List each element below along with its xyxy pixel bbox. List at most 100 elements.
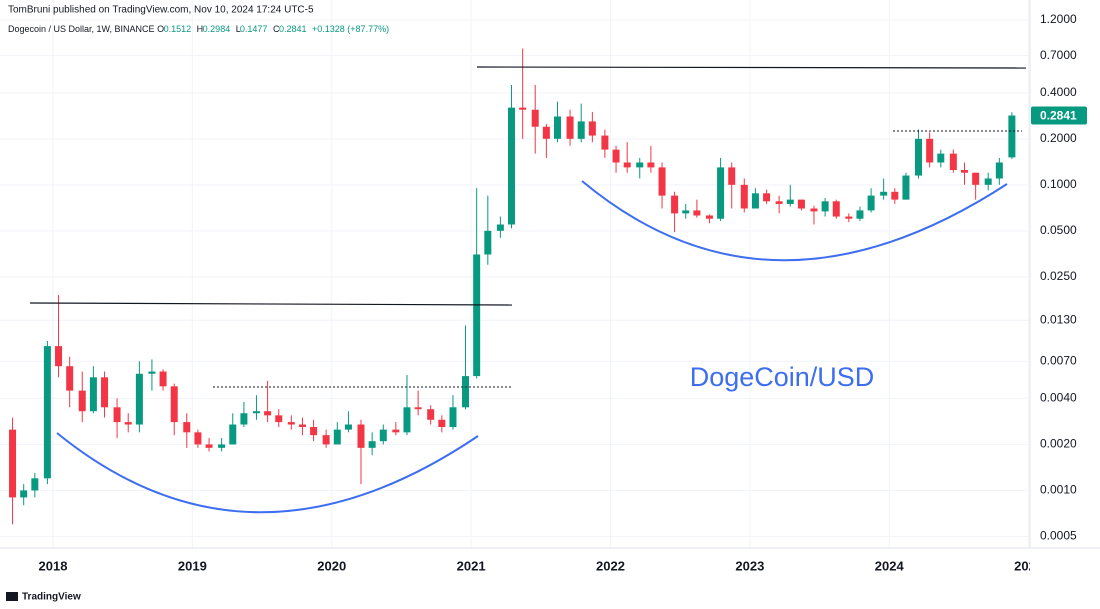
candle-body [205,444,213,448]
legend-ohlc-letter: C [273,24,280,34]
candle-body [1008,115,1016,158]
candle-body [322,435,330,445]
candle-body [542,126,550,139]
candle-body [601,135,609,150]
candle-body [113,407,121,423]
y-axis: 0.0005 0.0010 0.0020 0.0040 0.0070 0.0130 0.02… [1031,12,1087,543]
candle-body [682,210,690,214]
candle-body [740,184,748,209]
legend-ohlc-letter: O [157,24,164,34]
candle-body [867,195,875,211]
candle-body [810,208,818,212]
x-tick-label: 2022 [596,558,625,573]
y-tick-label: 0.4000 [1040,85,1077,99]
candle-body [31,478,39,491]
candle-body [183,422,191,433]
legend-ohlc-value: 0.1477 [240,24,268,34]
candle-body [240,413,248,425]
y-tick-label: 0.7000 [1040,48,1077,62]
candle-body [891,191,899,200]
x-tick-label: 2020 [317,558,346,573]
publisher: TomBruni published on TradingView.com, N… [8,5,314,16]
candle-body [845,216,853,219]
candle-body [473,254,481,377]
candle-body [379,429,387,442]
candle-body [984,178,992,185]
candle-body [20,490,28,498]
candle-body [357,424,365,448]
candle-body [832,201,840,217]
candle-body [821,201,829,212]
candle-body [170,386,178,423]
candle-body [763,193,771,202]
candle-body [101,377,109,408]
candle-body [531,109,539,127]
candle-body [124,422,132,425]
candle-body [66,366,74,391]
x-tick-label: 2024 [875,558,905,573]
candle-body [658,167,666,196]
candle-body [636,162,644,168]
candle-body [194,432,202,445]
candle-body [775,201,783,204]
candle-body [519,107,527,110]
candle-body [310,427,318,436]
candle-body [438,419,446,428]
candle-body [43,346,51,479]
legend-ohlc-letter: H [197,24,204,34]
candle-body [647,162,655,168]
rounding-bottom-curve [581,180,1008,262]
legend: Dogecoin / US Dollar, 1W, BINANCE O 0.15… [8,24,389,34]
x-tick-label: 2025 [1014,558,1043,573]
y-tick-label: 0.2000 [1040,131,1077,145]
y-tick-label: 0.0500 [1040,223,1077,237]
y-tick-label: 0.0020 [1040,437,1077,451]
candle-body [612,149,620,163]
candle-body [484,230,492,255]
candle-body [508,107,516,225]
legend-ohlc-value: 0.2984 [203,24,231,34]
footer-logo: TradingView [6,592,81,603]
candle-body [566,116,574,139]
legend-ohlc-letter: L [236,24,241,34]
candle-body [623,162,631,168]
candle-body [914,138,922,176]
y-tick-label: 0.0005 [1040,529,1077,543]
last-price-label: 0.2841 [1040,109,1077,123]
candle-body [252,411,260,414]
candle-body [671,195,679,214]
candle-body [693,210,701,216]
candle-body [229,424,237,445]
annotation: DogeCoin/USD [690,362,875,392]
candle-body [496,224,504,231]
grid [0,0,1030,548]
x-tick-label: 2023 [735,558,764,573]
legend-ohlc-value: 0.2841 [279,24,307,34]
candle-body [344,424,352,430]
candle-body [449,407,457,428]
candle-body [148,371,156,374]
candle-body [298,424,306,428]
candle-body [588,121,596,136]
y-tick-label: 0.0040 [1040,391,1077,405]
x-tick-label: 2018 [39,558,68,573]
candle-body [995,162,1003,179]
x-tick-label: 2021 [457,558,486,573]
x-axis: 2018 2019 2020 2021 2022 2023 2024 2025 [39,558,1043,573]
candle-body [937,153,945,163]
x-tick-label: 2019 [178,558,207,573]
candles [9,48,1016,525]
y-tick-label: 0.0010 [1040,483,1077,497]
legend-ohlc-value: 0.1512 [164,24,192,34]
last-price-badge [1031,106,1087,125]
y-tick-label: 0.0250 [1040,269,1077,283]
candle-body [705,215,713,219]
candle-body [797,199,805,209]
candle-body [275,415,283,423]
candle-body [78,390,86,412]
legend-title: Dogecoin / US Dollar, 1W, BINANCE [8,24,155,34]
candle-body [902,175,910,200]
resistance-line [29,302,513,306]
candle-body [9,429,17,498]
